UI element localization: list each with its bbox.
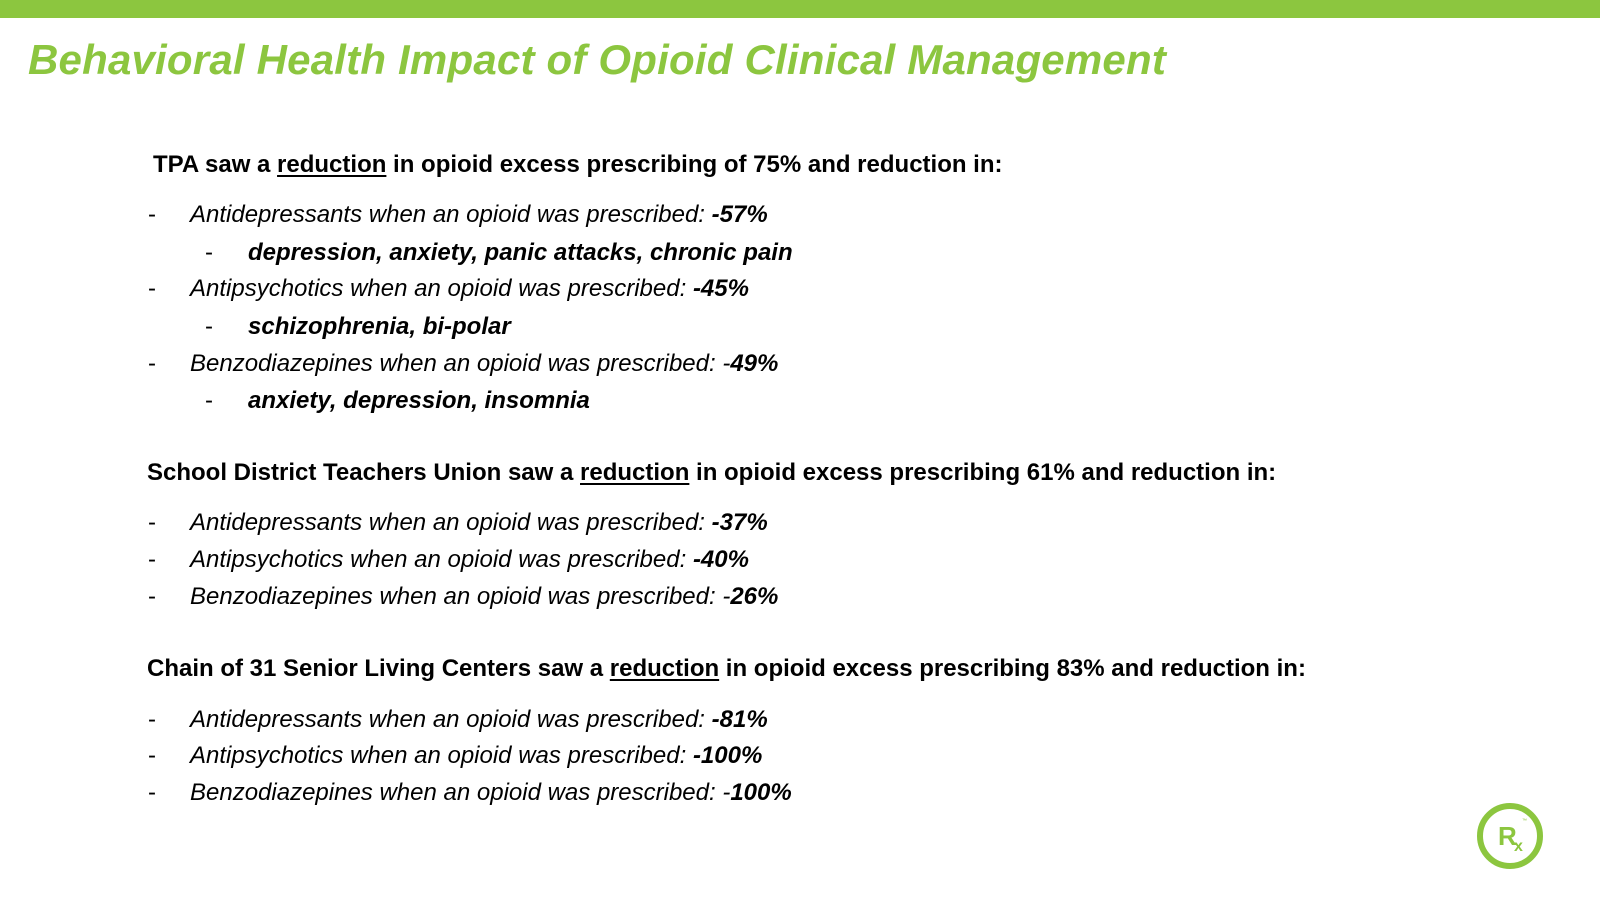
heading-text: School District Teachers Union saw a — [147, 459, 581, 486]
item-text: Antidepressants when an opioid was presc… — [190, 706, 768, 733]
item-value: -57% — [711, 201, 768, 228]
logo-letter-r: R — [1498, 821, 1517, 851]
section-heading: Chain of 31 Senior Living Centers saw a … — [147, 655, 1306, 683]
heading-underlined-text: reduction — [580, 459, 690, 486]
section-heading: School District Teachers Union saw a red… — [147, 459, 1276, 487]
bullet-dash: - — [148, 742, 156, 769]
heading-text: Chain of 31 Senior Living Centers saw a — [147, 655, 610, 682]
bullet-dash: - — [205, 387, 213, 414]
section-heading: TPA saw a reduction in opioid excess pre… — [153, 151, 1003, 179]
bullet-dash: - — [148, 583, 156, 610]
bullet-dash: - — [148, 350, 156, 377]
heading-text: TPA saw a — [153, 151, 278, 178]
item-text: Antipsychotics when an opioid was prescr… — [190, 275, 749, 302]
item-value: -81% — [711, 706, 768, 733]
bullet-dash: - — [148, 509, 156, 536]
bullet-dash: - — [148, 546, 156, 573]
item-value: -100% — [692, 742, 763, 769]
item-value: -40% — [692, 546, 749, 573]
item-text: Benzodiazepines when an opioid was presc… — [190, 779, 792, 806]
bullet-dash: - — [148, 779, 156, 806]
bullet-dash: - — [205, 313, 213, 340]
item-value: -45% — [692, 275, 749, 302]
item-value: -37% — [711, 509, 768, 536]
sub-item-text: depression, anxiety, panic attacks, chro… — [248, 239, 793, 266]
item-text: Benzodiazepines when an opioid was presc… — [190, 350, 779, 377]
heading-text: in opioid excess prescribing 61% and red… — [689, 459, 1277, 486]
sub-item-text: schizophrenia, bi-polar — [248, 313, 511, 340]
item-value: 100% — [730, 779, 792, 806]
bullet-dash: - — [148, 275, 156, 302]
item-value: 26% — [730, 583, 779, 610]
rx-logo-icon: R x ™ — [1476, 802, 1544, 870]
top-accent-bar — [0, 0, 1600, 18]
logo-letter-x: x — [1514, 838, 1523, 855]
item-text: Antidepressants when an opioid was presc… — [190, 509, 768, 536]
item-text: Antipsychotics when an opioid was prescr… — [190, 742, 763, 769]
item-text: Antidepressants when an opioid was presc… — [190, 201, 768, 228]
slide-title: Behavioral Health Impact of Opioid Clini… — [28, 36, 1167, 83]
item-text: Benzodiazepines when an opioid was presc… — [190, 583, 779, 610]
heading-underlined-text: reduction — [277, 151, 387, 178]
bullet-dash: - — [148, 201, 156, 228]
bullet-dash: - — [148, 706, 156, 733]
item-value: 49% — [730, 350, 779, 377]
trademark-mark: ™ — [1522, 818, 1527, 824]
heading-text: in opioid excess prescribing 83% and red… — [719, 655, 1306, 682]
heading-underlined-text: reduction — [609, 655, 720, 682]
item-text: Antipsychotics when an opioid was prescr… — [190, 546, 749, 573]
sub-item-text: anxiety, depression, insomnia — [248, 387, 590, 414]
heading-text: in opioid excess prescribing of 75% and … — [386, 151, 1003, 178]
bullet-dash: - — [205, 239, 213, 266]
